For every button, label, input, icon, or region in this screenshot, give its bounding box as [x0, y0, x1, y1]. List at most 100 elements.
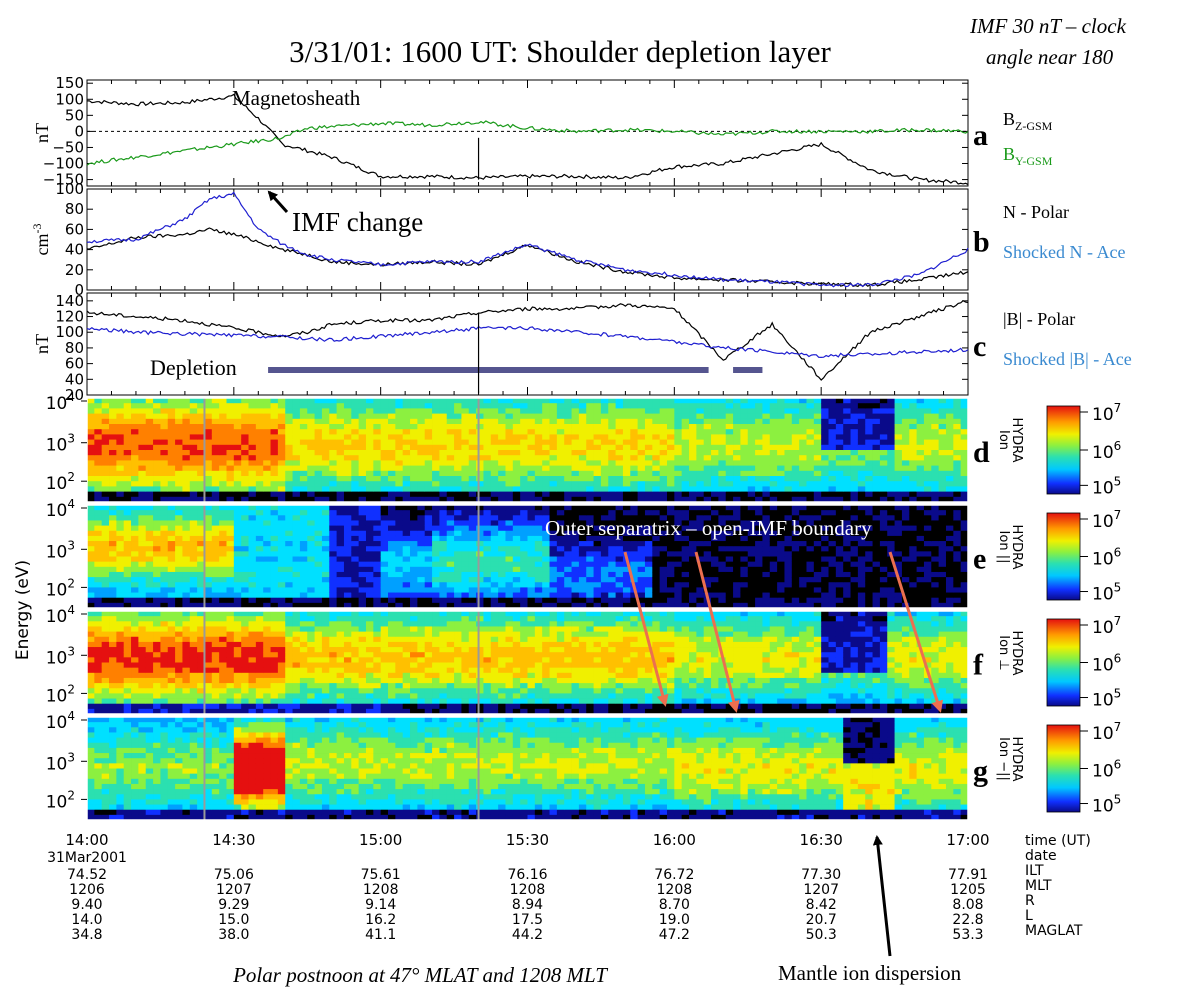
heat-cell [872, 434, 881, 440]
heat-cell [542, 561, 550, 568]
heat-cell [226, 439, 235, 446]
heat-cell [299, 481, 308, 487]
heat-cell [468, 455, 477, 461]
heat-cell [182, 561, 191, 568]
heat-cell [593, 602, 602, 609]
heat-cell [681, 486, 690, 492]
heat-cell [945, 470, 954, 477]
heat-cell [307, 481, 315, 487]
heat-cell [571, 444, 580, 451]
heat-cell [189, 476, 198, 482]
heat-cell [336, 491, 345, 498]
heat-cell [659, 577, 668, 583]
heat-cell [123, 460, 132, 466]
heat-cell [116, 597, 125, 604]
heat-cell [131, 429, 139, 435]
heat-cell [424, 577, 433, 583]
heat-cell [520, 556, 528, 563]
heat-cell [446, 535, 455, 542]
heat-cell [226, 582, 235, 588]
heat-cell [534, 408, 543, 414]
heat-cell [813, 556, 822, 563]
heat-cell [358, 491, 367, 498]
heat-cell [395, 470, 404, 477]
heat-cell [241, 398, 249, 404]
heat-cell [483, 571, 492, 578]
heat-cell [725, 450, 734, 456]
heat-cell [681, 413, 690, 420]
heat-cell [652, 582, 661, 588]
heat-cell [219, 515, 227, 521]
heat-cell [615, 602, 624, 609]
heat-cell [556, 571, 565, 578]
heat-cell [219, 525, 227, 532]
heat-cell [241, 515, 249, 521]
heat-cell [424, 450, 433, 456]
panel-letter: a [973, 119, 988, 152]
heat-cell [145, 561, 154, 568]
heat-cell [197, 587, 205, 593]
heat-cell [351, 535, 360, 542]
heat-cell [549, 444, 558, 451]
heat-cell [740, 470, 749, 477]
heat-cell [476, 460, 484, 466]
heat-cell [505, 525, 514, 532]
heat-cell [358, 561, 367, 568]
heat-cell [483, 486, 492, 492]
heat-cell [402, 486, 411, 492]
heat-cell [894, 592, 903, 599]
heat-cell [292, 413, 301, 420]
heat-cell [689, 398, 697, 404]
heat-cell [468, 571, 477, 578]
heat-cell [542, 551, 550, 557]
heat-cell [542, 450, 550, 456]
heat-cell [784, 455, 793, 461]
heat-cell [505, 434, 514, 440]
heat-cell [329, 530, 338, 537]
heat-cell [622, 510, 631, 516]
heat-cell [373, 505, 382, 511]
heat-cell [219, 481, 227, 487]
heat-cell [241, 587, 249, 593]
heat-cell [894, 450, 903, 456]
heat-cell [446, 571, 455, 578]
heat-cell [160, 597, 169, 604]
heat-cell [843, 561, 851, 568]
heat-cell [248, 602, 257, 609]
heat-cell [182, 408, 191, 414]
heat-cell [520, 450, 528, 456]
heat-cell [138, 460, 147, 466]
heat-cell [285, 470, 293, 477]
heat-cell [784, 408, 793, 414]
heat-cell [725, 530, 734, 537]
heat-cell [527, 444, 536, 451]
heat-cell [307, 460, 315, 466]
heat-cell [226, 460, 235, 466]
heat-cell [109, 546, 117, 552]
heat-cell [94, 556, 103, 563]
y-tick-label: 120 [55, 308, 84, 326]
heat-cell [277, 577, 286, 583]
heat-cell [857, 602, 866, 609]
heat-cell [953, 465, 962, 472]
heat-cell [747, 561, 756, 568]
heat-cell [909, 520, 918, 526]
heat-cell [586, 546, 594, 552]
heat-cell [241, 418, 249, 425]
heat-cell [226, 476, 235, 482]
heat-cell [564, 510, 572, 516]
heat-cell [439, 450, 448, 456]
heat-cell [637, 592, 646, 599]
heat-cell [615, 413, 624, 420]
heat-cell [527, 460, 536, 466]
heat-cell [894, 510, 903, 516]
heat-cell [365, 535, 374, 542]
heat-cell [175, 439, 183, 446]
heat-cell [718, 455, 727, 461]
heat-cell [109, 408, 117, 414]
heat-cell [512, 566, 521, 573]
heat-cell [505, 515, 514, 521]
heat-cell [241, 424, 249, 430]
heat-cell [791, 535, 800, 542]
